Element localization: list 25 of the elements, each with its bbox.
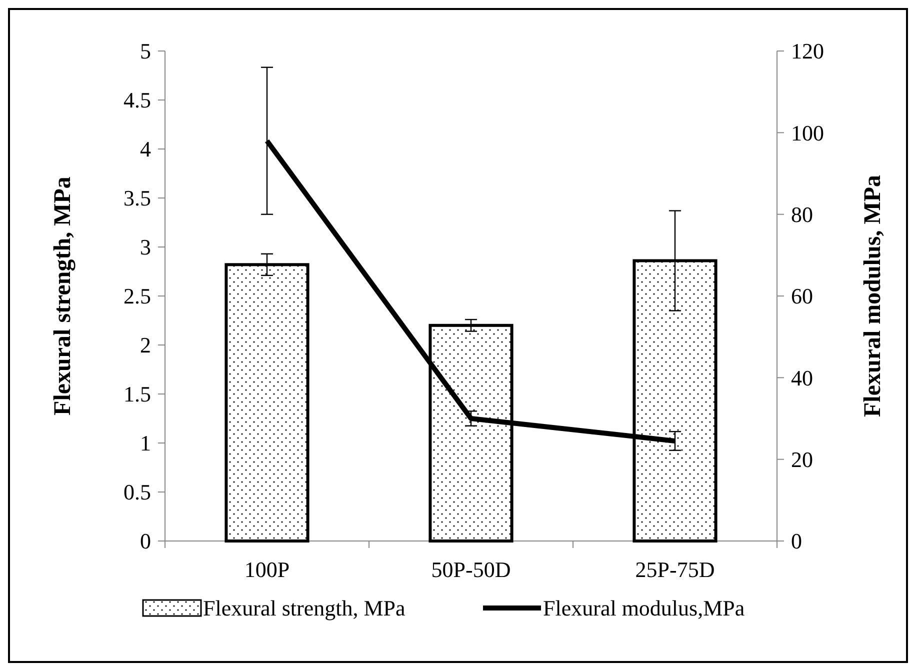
- x-tick-label: 100P: [244, 557, 290, 582]
- legend-label: Flexural strength, MPa: [203, 596, 406, 621]
- y-tick-label: 2.5: [124, 284, 151, 309]
- legend-label: Flexural modulus,MPa: [543, 596, 745, 621]
- y-tick-label: 3: [140, 234, 151, 260]
- y-tick-label: 3.5: [124, 186, 151, 211]
- y2-tick-label: 100: [791, 120, 824, 146]
- y-tick-label: 2: [140, 332, 151, 358]
- y-tick-label: 0.5: [124, 480, 151, 505]
- y-tick-label: 4.5: [124, 88, 151, 113]
- y2-tick-label: 0: [791, 528, 802, 554]
- y2-tick-label: 40: [791, 365, 813, 390]
- y-axis-title: Flexural strength, MPa: [50, 176, 76, 416]
- y-tick-label: 0: [140, 528, 151, 554]
- y2-tick-label: 80: [791, 202, 813, 228]
- x-tick-label: 25P-75D: [635, 557, 715, 582]
- y2-tick-label: 60: [791, 284, 813, 309]
- y2-tick-label: 20: [791, 447, 813, 472]
- x-tick-label: 50P-50D: [431, 557, 511, 582]
- y2-axis-title: Flexural modulus, MPa: [860, 174, 886, 418]
- y-tick-label: 1.5: [124, 382, 151, 407]
- y-tick-label: 5: [140, 38, 151, 64]
- y-tick-label: 1: [140, 430, 151, 456]
- y-tick-label: 4: [140, 136, 151, 162]
- y2-tick-label: 120: [791, 38, 824, 64]
